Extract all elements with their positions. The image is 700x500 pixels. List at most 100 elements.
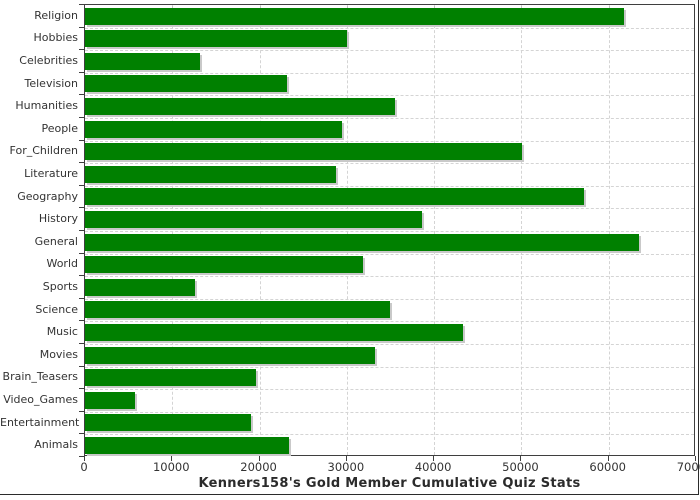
horizontal-gridline — [85, 276, 694, 278]
y-tick-mark — [79, 365, 84, 367]
bar-row — [85, 186, 694, 209]
bar-religion — [85, 7, 625, 25]
bar-humanities — [85, 97, 395, 115]
vertical-gridline — [346, 5, 348, 455]
horizontal-gridline — [85, 253, 694, 255]
bar-geography — [85, 188, 584, 206]
y-tick-mark — [79, 252, 84, 254]
bar-music — [85, 323, 464, 341]
x-tick-label: 40000 — [414, 460, 452, 474]
plot-area — [84, 4, 695, 456]
y-category-label: Humanities — [15, 99, 78, 113]
vertical-gridline — [608, 5, 610, 455]
bar-hobbies — [85, 30, 347, 48]
y-tick-mark — [79, 207, 84, 209]
horizontal-gridline — [85, 344, 694, 345]
bar-row — [85, 5, 694, 28]
bar-row — [85, 50, 694, 73]
bar-row — [85, 208, 694, 231]
bar-row — [85, 254, 694, 277]
bar-row — [85, 389, 694, 412]
y-category-label: Movies — [39, 347, 78, 361]
y-tick-mark — [79, 275, 84, 277]
y-tick-mark — [79, 184, 84, 186]
bar-world — [85, 256, 363, 274]
bar-row — [85, 95, 694, 118]
horizontal-gridline — [85, 95, 694, 97]
x-tick-label: 20000 — [240, 460, 277, 474]
y-tick-mark — [79, 139, 84, 141]
horizontal-gridline — [85, 72, 694, 74]
horizontal-gridline — [85, 389, 694, 391]
horizontal-gridline — [85, 163, 694, 165]
bar-movies — [85, 346, 375, 364]
x-tick-mark — [171, 456, 173, 461]
x-tick-label: 30000 — [327, 460, 365, 474]
bar-sports — [85, 278, 196, 296]
y-category-label: History — [38, 212, 78, 226]
x-tick-label: 70000 — [676, 460, 700, 474]
bar-row — [85, 367, 694, 390]
y-category-label: Video_Games — [3, 393, 78, 406]
y-category-label: Celebrities — [19, 54, 78, 67]
x-tick-mark — [607, 456, 609, 461]
bar-animals — [85, 436, 290, 454]
bar-row — [85, 321, 694, 344]
bar-general — [85, 233, 640, 251]
horizontal-gridline — [85, 298, 694, 300]
horizontal-gridline — [85, 50, 694, 52]
x-tick-label: 0 — [80, 460, 88, 474]
y-category-label: Music — [46, 325, 78, 339]
x-tick-label: 10000 — [152, 460, 190, 474]
bar-row — [85, 141, 694, 164]
bar-row — [85, 344, 694, 367]
y-tick-mark — [79, 433, 84, 435]
x-tick-mark — [258, 456, 260, 461]
bar-row — [85, 434, 694, 457]
y-tick-mark — [79, 388, 84, 390]
y-tick-mark — [79, 49, 84, 51]
bar-row — [85, 299, 694, 322]
chart-title: Kenners158's Gold Member Cumulative Quiz… — [198, 476, 581, 491]
horizontal-gridline — [85, 185, 694, 187]
y-category-label: Religion — [34, 8, 78, 22]
bar-row — [85, 412, 694, 435]
horizontal-gridline — [85, 208, 694, 210]
y-category-label: World — [46, 257, 78, 271]
y-tick-mark — [79, 117, 84, 118]
vertical-gridline — [521, 5, 523, 455]
horizontal-gridline — [85, 27, 694, 29]
x-tick-label: 50000 — [502, 460, 539, 474]
y-category-label: Sports — [42, 280, 78, 293]
vertical-gridline — [434, 5, 436, 455]
bar-literature — [85, 165, 337, 183]
y-category-label: Literature — [24, 167, 78, 180]
y-category-label: Geography — [17, 189, 78, 203]
bar-for_children — [85, 143, 522, 161]
bar-row — [85, 231, 694, 254]
y-tick-mark — [79, 297, 84, 299]
x-tick-mark — [84, 456, 85, 461]
y-tick-mark — [79, 230, 84, 231]
y-tick-mark — [79, 320, 84, 322]
horizontal-gridline — [85, 118, 694, 119]
x-tick-mark — [695, 456, 696, 461]
horizontal-gridline — [85, 434, 694, 436]
y-tick-mark — [79, 94, 84, 96]
x-tick-label: 60000 — [589, 460, 626, 474]
bar-celebrities — [85, 52, 200, 70]
y-category-label: Entertainment — [0, 415, 80, 429]
y-tick-mark — [79, 4, 84, 5]
horizontal-gridline — [85, 140, 694, 142]
vertical-gridline — [172, 5, 174, 455]
bar-brain_teasers — [85, 369, 257, 387]
y-tick-mark — [79, 456, 84, 457]
bar-row — [85, 73, 694, 96]
bar-entertainment — [85, 414, 252, 432]
horizontal-gridline — [85, 321, 694, 323]
bar-row — [85, 28, 694, 51]
y-tick-mark — [79, 162, 84, 164]
bar-history — [85, 210, 422, 228]
